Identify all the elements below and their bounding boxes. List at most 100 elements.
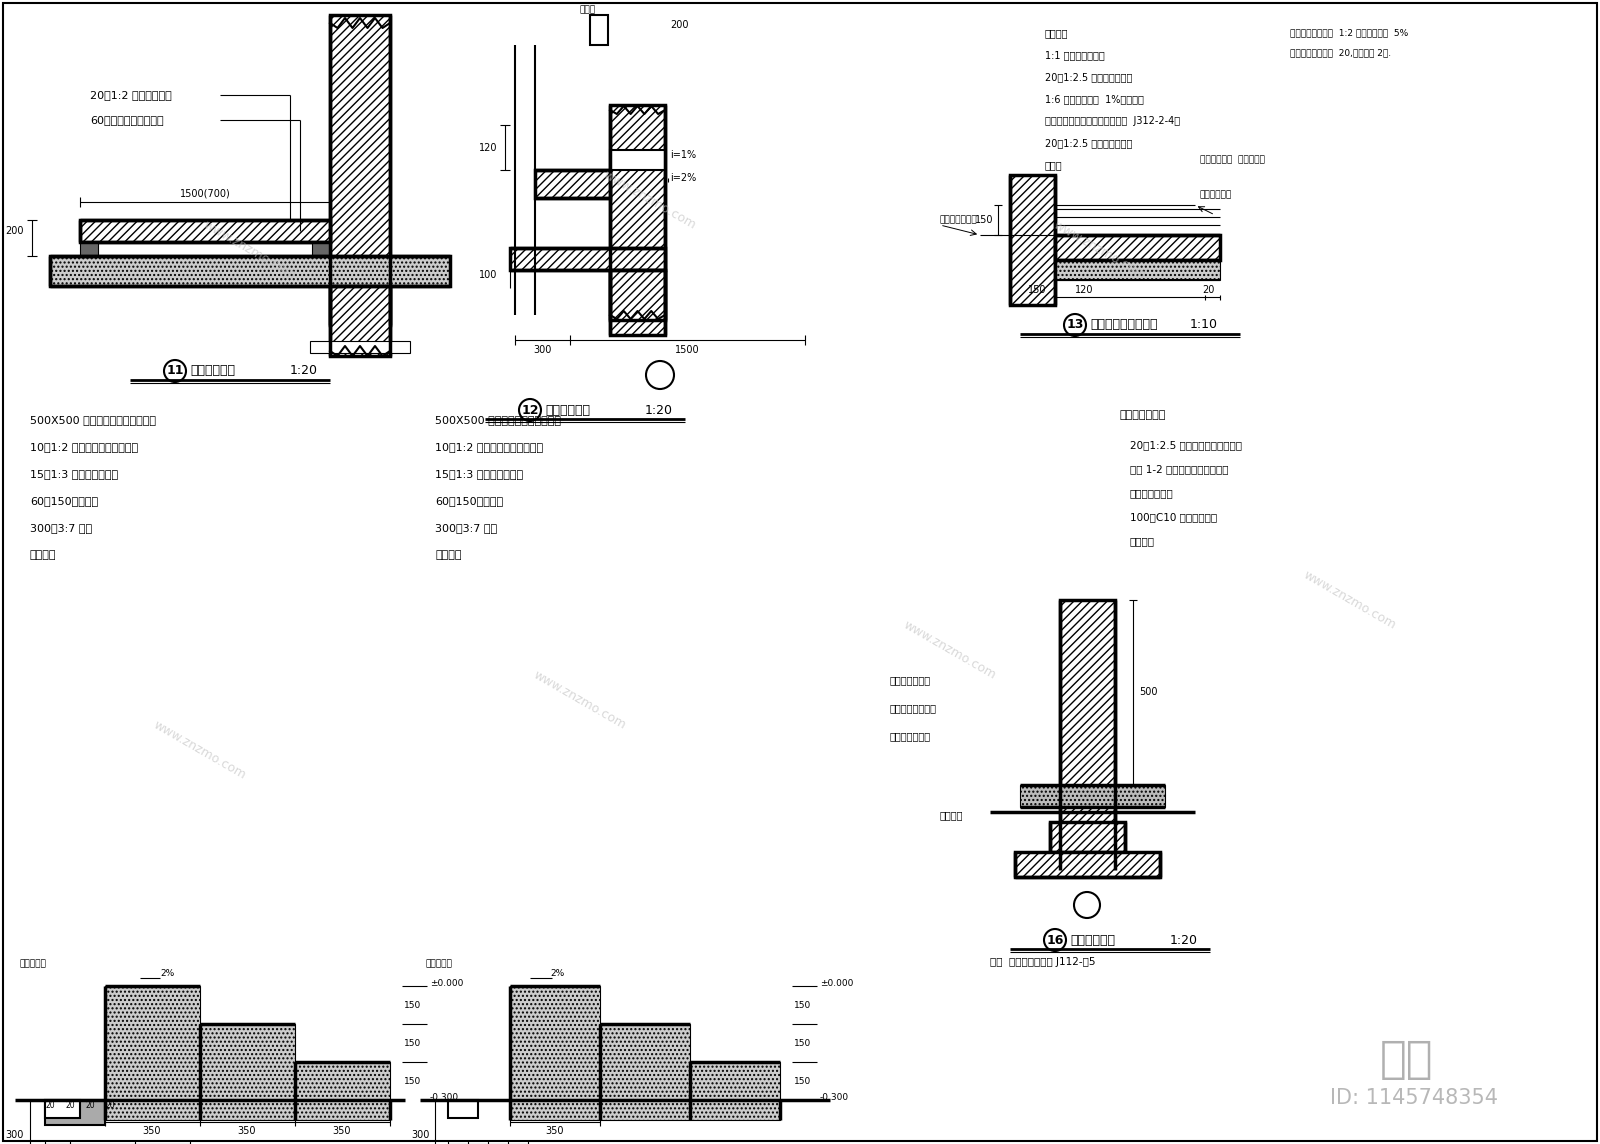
- Text: 1:6 水泥炉渣垫层  1%坡向地漏: 1:6 水泥炉渣垫层 1%坡向地漏: [1045, 94, 1144, 104]
- Text: i=1%: i=1%: [670, 150, 696, 160]
- Text: 知末: 知末: [1379, 1039, 1434, 1081]
- Text: 素土夯实: 素土夯实: [1130, 537, 1155, 546]
- Text: 150: 150: [794, 1001, 811, 1009]
- Text: 100厚C10 素混凝土垫层: 100厚C10 素混凝土垫层: [1130, 513, 1218, 522]
- Bar: [1021, 785, 1165, 807]
- Bar: [448, 1101, 478, 1118]
- Text: 60厚150号混凝土: 60厚150号混凝土: [30, 496, 98, 506]
- Text: 热沥青涂料铺垫: 热沥青涂料铺垫: [1130, 488, 1174, 498]
- Text: 10厚1:2 干硬性水泥砂浆结合层: 10厚1:2 干硬性水泥砂浆结合层: [435, 442, 542, 452]
- Text: 热沥青涂料铺垫: 热沥青涂料铺垫: [890, 731, 931, 741]
- Text: 1:20: 1:20: [645, 404, 674, 416]
- Bar: [294, 1062, 390, 1120]
- Text: 150: 150: [403, 1001, 421, 1009]
- Text: www.znzmo.com: www.znzmo.com: [152, 718, 248, 781]
- Text: 150: 150: [794, 1039, 811, 1048]
- Text: 热沥水: 热沥水: [579, 6, 597, 15]
- Text: 楼做水平子: 楼做水平子: [426, 960, 451, 969]
- Text: 1:10: 1:10: [1190, 318, 1218, 332]
- Text: -0.300: -0.300: [819, 1093, 850, 1102]
- Text: 150: 150: [1029, 285, 1046, 295]
- Text: www.znzmo.com: www.znzmo.com: [901, 618, 998, 682]
- Text: 备注  防潮做法详百南 J112-第5: 备注 防潮做法详百南 J112-第5: [990, 958, 1096, 967]
- Text: 讲台做法详图: 讲台做法详图: [190, 365, 235, 378]
- Bar: [1054, 260, 1221, 280]
- Text: 1:20: 1:20: [1170, 934, 1198, 946]
- Text: 1500(700): 1500(700): [179, 189, 230, 199]
- Text: 上排 1-2 厚干水泥并洒清水适量: 上排 1-2 厚干水泥并洒清水适量: [1130, 464, 1229, 474]
- Text: 15厚1:3 水泥砂浆找平层: 15厚1:3 水泥砂浆找平层: [30, 469, 118, 479]
- Text: 350: 350: [238, 1126, 256, 1136]
- Text: 150: 150: [974, 215, 994, 225]
- Bar: [312, 243, 330, 256]
- Text: 20: 20: [85, 1101, 94, 1110]
- Text: 素土夯实: 素土夯实: [30, 550, 56, 561]
- Text: 16: 16: [1046, 934, 1064, 946]
- Text: 墙面瓷砖防水  洗刷防锈刷: 墙面瓷砖防水 洗刷防锈刷: [1200, 156, 1266, 165]
- Text: 150: 150: [794, 1077, 811, 1086]
- Text: 屋层做法详建筑: 屋层做法详建筑: [1120, 410, 1166, 420]
- Text: 500X500 花岗石面层，白水泥擦缝: 500X500 花岗石面层，白水泥擦缝: [435, 415, 562, 426]
- Text: 20厚1:2.5 水泥砂浆找平层: 20厚1:2.5 水泥砂浆找平层: [1045, 138, 1133, 148]
- Text: 卫生间板面标高: 卫生间板面标高: [941, 215, 978, 224]
- Text: 100: 100: [478, 270, 498, 280]
- Text: 20厚1:2.5 干硬性水泥砂浆结合层: 20厚1:2.5 干硬性水泥砂浆结合层: [1130, 440, 1242, 450]
- Text: 10厚1:2 干硬性水泥砂浆结合层: 10厚1:2 干硬性水泥砂浆结合层: [30, 442, 138, 452]
- Text: 15厚1:3 水泥砂浆找平层: 15厚1:3 水泥砂浆找平层: [435, 469, 523, 479]
- Text: 防滑地砖: 防滑地砖: [1045, 27, 1069, 38]
- Text: 350: 350: [546, 1126, 565, 1136]
- Text: 60厚预制钢筋混凝土板: 60厚预制钢筋混凝土板: [90, 116, 163, 125]
- Text: 1:20: 1:20: [290, 365, 318, 378]
- Bar: [1050, 823, 1125, 852]
- Bar: [600, 1024, 690, 1120]
- Text: 20: 20: [66, 1101, 75, 1110]
- Text: ±0.000: ±0.000: [430, 978, 464, 987]
- Text: 1500: 1500: [675, 345, 699, 355]
- Text: 20: 20: [1202, 285, 1214, 295]
- Text: 20厚1:2.5 水泥砂浆找平层: 20厚1:2.5 水泥砂浆找平层: [1045, 72, 1133, 82]
- Text: 300: 300: [411, 1130, 429, 1141]
- Bar: [80, 243, 98, 256]
- Bar: [1014, 852, 1160, 877]
- Bar: [200, 1024, 294, 1120]
- Bar: [310, 341, 410, 353]
- Bar: [610, 150, 666, 170]
- Text: 120: 120: [478, 143, 498, 153]
- Bar: [330, 286, 390, 356]
- Text: 350: 350: [333, 1126, 352, 1136]
- Bar: [106, 986, 200, 1120]
- Text: 20厚1:2 水泥砂浆抹面: 20厚1:2 水泥砂浆抹面: [90, 90, 171, 100]
- Text: ID: 1145748354: ID: 1145748354: [1330, 1088, 1498, 1109]
- Text: 楼层结构标高: 楼层结构标高: [1200, 191, 1232, 199]
- Text: www.znzmo.com: www.znzmo.com: [1051, 219, 1149, 281]
- Text: 13: 13: [1066, 318, 1083, 332]
- Bar: [534, 170, 610, 198]
- Text: 素土夯实: 素土夯实: [435, 550, 461, 561]
- Text: 300: 300: [6, 1130, 24, 1141]
- Text: 12: 12: [522, 404, 539, 416]
- Text: 楼做水平子: 楼做水平子: [19, 960, 46, 969]
- Bar: [1010, 175, 1054, 305]
- Text: 20: 20: [106, 1101, 115, 1110]
- Bar: [590, 15, 608, 45]
- Bar: [610, 105, 666, 335]
- Text: 2%: 2%: [160, 969, 174, 978]
- Text: 按标准一步防油防水层并管平层  J312-2-4注: 按标准一步防油防水层并管平层 J312-2-4注: [1045, 116, 1181, 126]
- Bar: [610, 270, 666, 320]
- Bar: [45, 1101, 80, 1118]
- Text: 钢粒层: 钢粒层: [1045, 160, 1062, 170]
- Text: i=2%: i=2%: [670, 173, 696, 183]
- Text: 卫生间防水装修详图: 卫生间防水装修详图: [1090, 318, 1157, 332]
- Text: 150: 150: [403, 1077, 421, 1086]
- Text: 20: 20: [45, 1101, 54, 1110]
- Text: www.znzmo.com: www.znzmo.com: [1301, 569, 1398, 631]
- Text: 墙面防水做法适用  1:2 水泥砂浆内掺  5%: 墙面防水做法适用 1:2 水泥砂浆内掺 5%: [1290, 29, 1408, 38]
- Text: 300: 300: [533, 345, 550, 355]
- Bar: [45, 1101, 106, 1125]
- Bar: [510, 986, 600, 1120]
- Text: -0.300: -0.300: [430, 1093, 459, 1102]
- Text: ±0.000: ±0.000: [819, 978, 853, 987]
- Text: 500X500 花岗石面层，白水泥擦缝: 500X500 花岗石面层，白水泥擦缝: [30, 415, 157, 426]
- Text: 室外地坪: 室外地坪: [941, 810, 963, 820]
- Text: www.znzmo.com: www.znzmo.com: [602, 168, 699, 232]
